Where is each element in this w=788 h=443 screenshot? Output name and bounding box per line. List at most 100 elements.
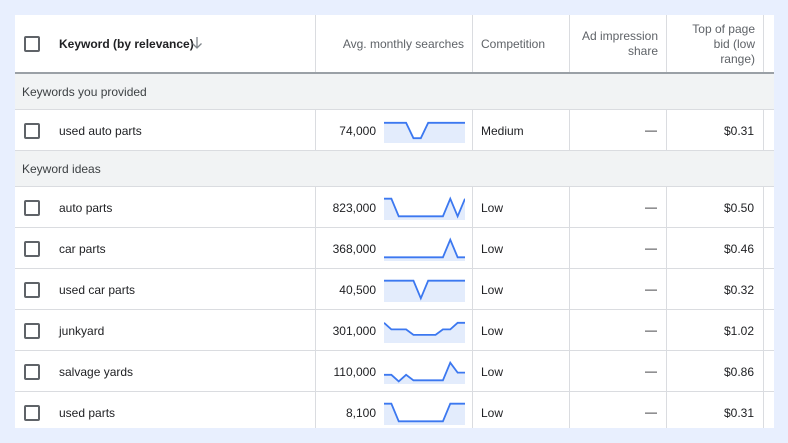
top-bid-cell: $1.02 [667, 310, 764, 350]
column-end [764, 15, 774, 72]
keyword-text: used parts [59, 406, 116, 420]
competition-cell: Low [473, 310, 570, 350]
competition-column-header[interactable]: Competition [473, 15, 570, 72]
keyword-cell: used parts [15, 392, 316, 428]
top-bid-value: $0.31 [723, 406, 754, 420]
top-bid-cell: $0.50 [667, 187, 764, 227]
sparkline-line [384, 404, 465, 422]
competition-value: Low [481, 324, 504, 338]
avg-searches-cell: 368,000 [316, 228, 473, 268]
avg-searches-cell: 40,500 [316, 269, 473, 309]
sparkline-area [384, 403, 465, 425]
impression-share-column-header[interactable]: Ad impression share [570, 15, 667, 72]
table-row[interactable]: junkyard 301,000 Low — $1.02 [15, 310, 774, 351]
impression-share-cell: — [570, 187, 667, 227]
arrow-down-icon[interactable] [191, 36, 203, 50]
trend-sparkline[interactable] [384, 195, 465, 220]
impression-share-label-line1: Ad impression [581, 29, 658, 43]
top-bid-value: $0.31 [723, 124, 754, 138]
avg-searches-column-header[interactable]: Avg. monthly searches [316, 15, 473, 72]
table-row[interactable]: used parts 8,100 Low — $0.31 [15, 392, 774, 428]
column-end [764, 228, 774, 268]
top-bid-cell: $0.86 [667, 351, 764, 391]
keyword-text: salvage yards [59, 365, 134, 379]
top-bid-column-header[interactable]: Top of page bid (low range) [667, 15, 764, 72]
table-row[interactable]: car parts 368,000 Low — $0.46 [15, 228, 774, 269]
impression-share-value: — [645, 282, 657, 296]
impression-share-value: — [645, 241, 657, 255]
table-row[interactable]: used auto parts 74,000 Medium — $0.31 [15, 110, 774, 151]
trend-sparkline[interactable] [384, 318, 465, 343]
top-bid-cell: $0.32 [667, 269, 764, 309]
keyword-cell: junkyard [15, 310, 316, 350]
column-end [764, 392, 774, 428]
row-checkbox[interactable] [24, 323, 40, 339]
sparkline-area [384, 198, 465, 220]
competition-value: Low [481, 406, 504, 420]
sparkline-area [384, 239, 465, 261]
competition-cell: Low [473, 187, 570, 227]
top-bid-value: $1.02 [723, 324, 754, 338]
top-bid-label-line2: bid (low [713, 37, 755, 51]
table-row[interactable]: used car parts 40,500 Low — $0.32 [15, 269, 774, 310]
avg-searches-value: 74,000 [339, 124, 376, 138]
row-checkbox[interactable] [24, 241, 40, 257]
avg-searches-value: 823,000 [332, 201, 376, 215]
group-label-provided: Keywords you provided [22, 85, 147, 99]
select-all-checkbox[interactable] [24, 36, 40, 52]
impression-share-cell: — [570, 310, 667, 350]
top-bid-label-line1: Top of page [692, 22, 755, 36]
avg-searches-value: 368,000 [332, 242, 376, 256]
impression-share-cell: — [570, 392, 667, 428]
impression-share-cell: — [570, 228, 667, 268]
competition-cell: Low [473, 351, 570, 391]
competition-value: Low [481, 242, 504, 256]
table-row[interactable]: salvage yards 110,000 Low — $0.86 [15, 351, 774, 392]
column-end [764, 187, 774, 227]
top-bid-value: $0.46 [723, 242, 754, 256]
sparkline-area [384, 322, 465, 343]
trend-sparkline[interactable] [384, 236, 465, 261]
competition-value: Medium [481, 124, 524, 138]
row-checkbox[interactable] [24, 123, 40, 139]
trend-sparkline[interactable] [384, 277, 465, 302]
keyword-column-label: Keyword (by relevance) [59, 37, 194, 51]
competition-value: Low [481, 365, 504, 379]
avg-searches-cell: 823,000 [316, 187, 473, 227]
sparkline-line [384, 240, 465, 258]
row-checkbox[interactable] [24, 364, 40, 380]
column-end [764, 351, 774, 391]
column-end [764, 269, 774, 309]
table-row[interactable]: auto parts 823,000 Low — $0.50 [15, 187, 774, 228]
avg-searches-label: Avg. monthly searches [342, 37, 464, 51]
group-header-provided: Keywords you provided [15, 74, 774, 110]
top-bid-cell: $0.31 [667, 392, 764, 428]
top-bid-cell: $0.31 [667, 110, 764, 150]
impression-share-cell: — [570, 269, 667, 309]
group-label-ideas: Keyword ideas [22, 162, 101, 176]
avg-searches-value: 110,000 [333, 365, 377, 379]
keyword-text: used car parts [59, 283, 136, 297]
top-bid-value: $0.86 [723, 365, 754, 379]
keyword-column-header[interactable]: Keyword (by relevance) [15, 15, 316, 72]
keyword-cell: used auto parts [15, 110, 316, 150]
keyword-table: Keyword (by relevance) Avg. monthly sear… [15, 15, 774, 428]
competition-cell: Low [473, 228, 570, 268]
keyword-text: used auto parts [59, 124, 142, 138]
top-bid-label-line3: range) [720, 52, 755, 66]
impression-share-value: — [645, 405, 657, 419]
trend-sparkline[interactable] [384, 400, 465, 425]
trend-sparkline[interactable] [384, 359, 465, 384]
top-bid-value: $0.32 [723, 283, 754, 297]
avg-searches-cell: 110,000 [316, 351, 473, 391]
keyword-cell: used car parts [15, 269, 316, 309]
keyword-cell: salvage yards [15, 351, 316, 391]
row-checkbox[interactable] [24, 282, 40, 298]
sparkline-line [384, 323, 465, 335]
keyword-text: junkyard [59, 324, 105, 338]
trend-sparkline[interactable] [384, 118, 465, 143]
keyword-cell: car parts [15, 228, 316, 268]
competition-value: Low [481, 201, 504, 215]
row-checkbox[interactable] [24, 200, 40, 216]
row-checkbox[interactable] [24, 405, 40, 421]
